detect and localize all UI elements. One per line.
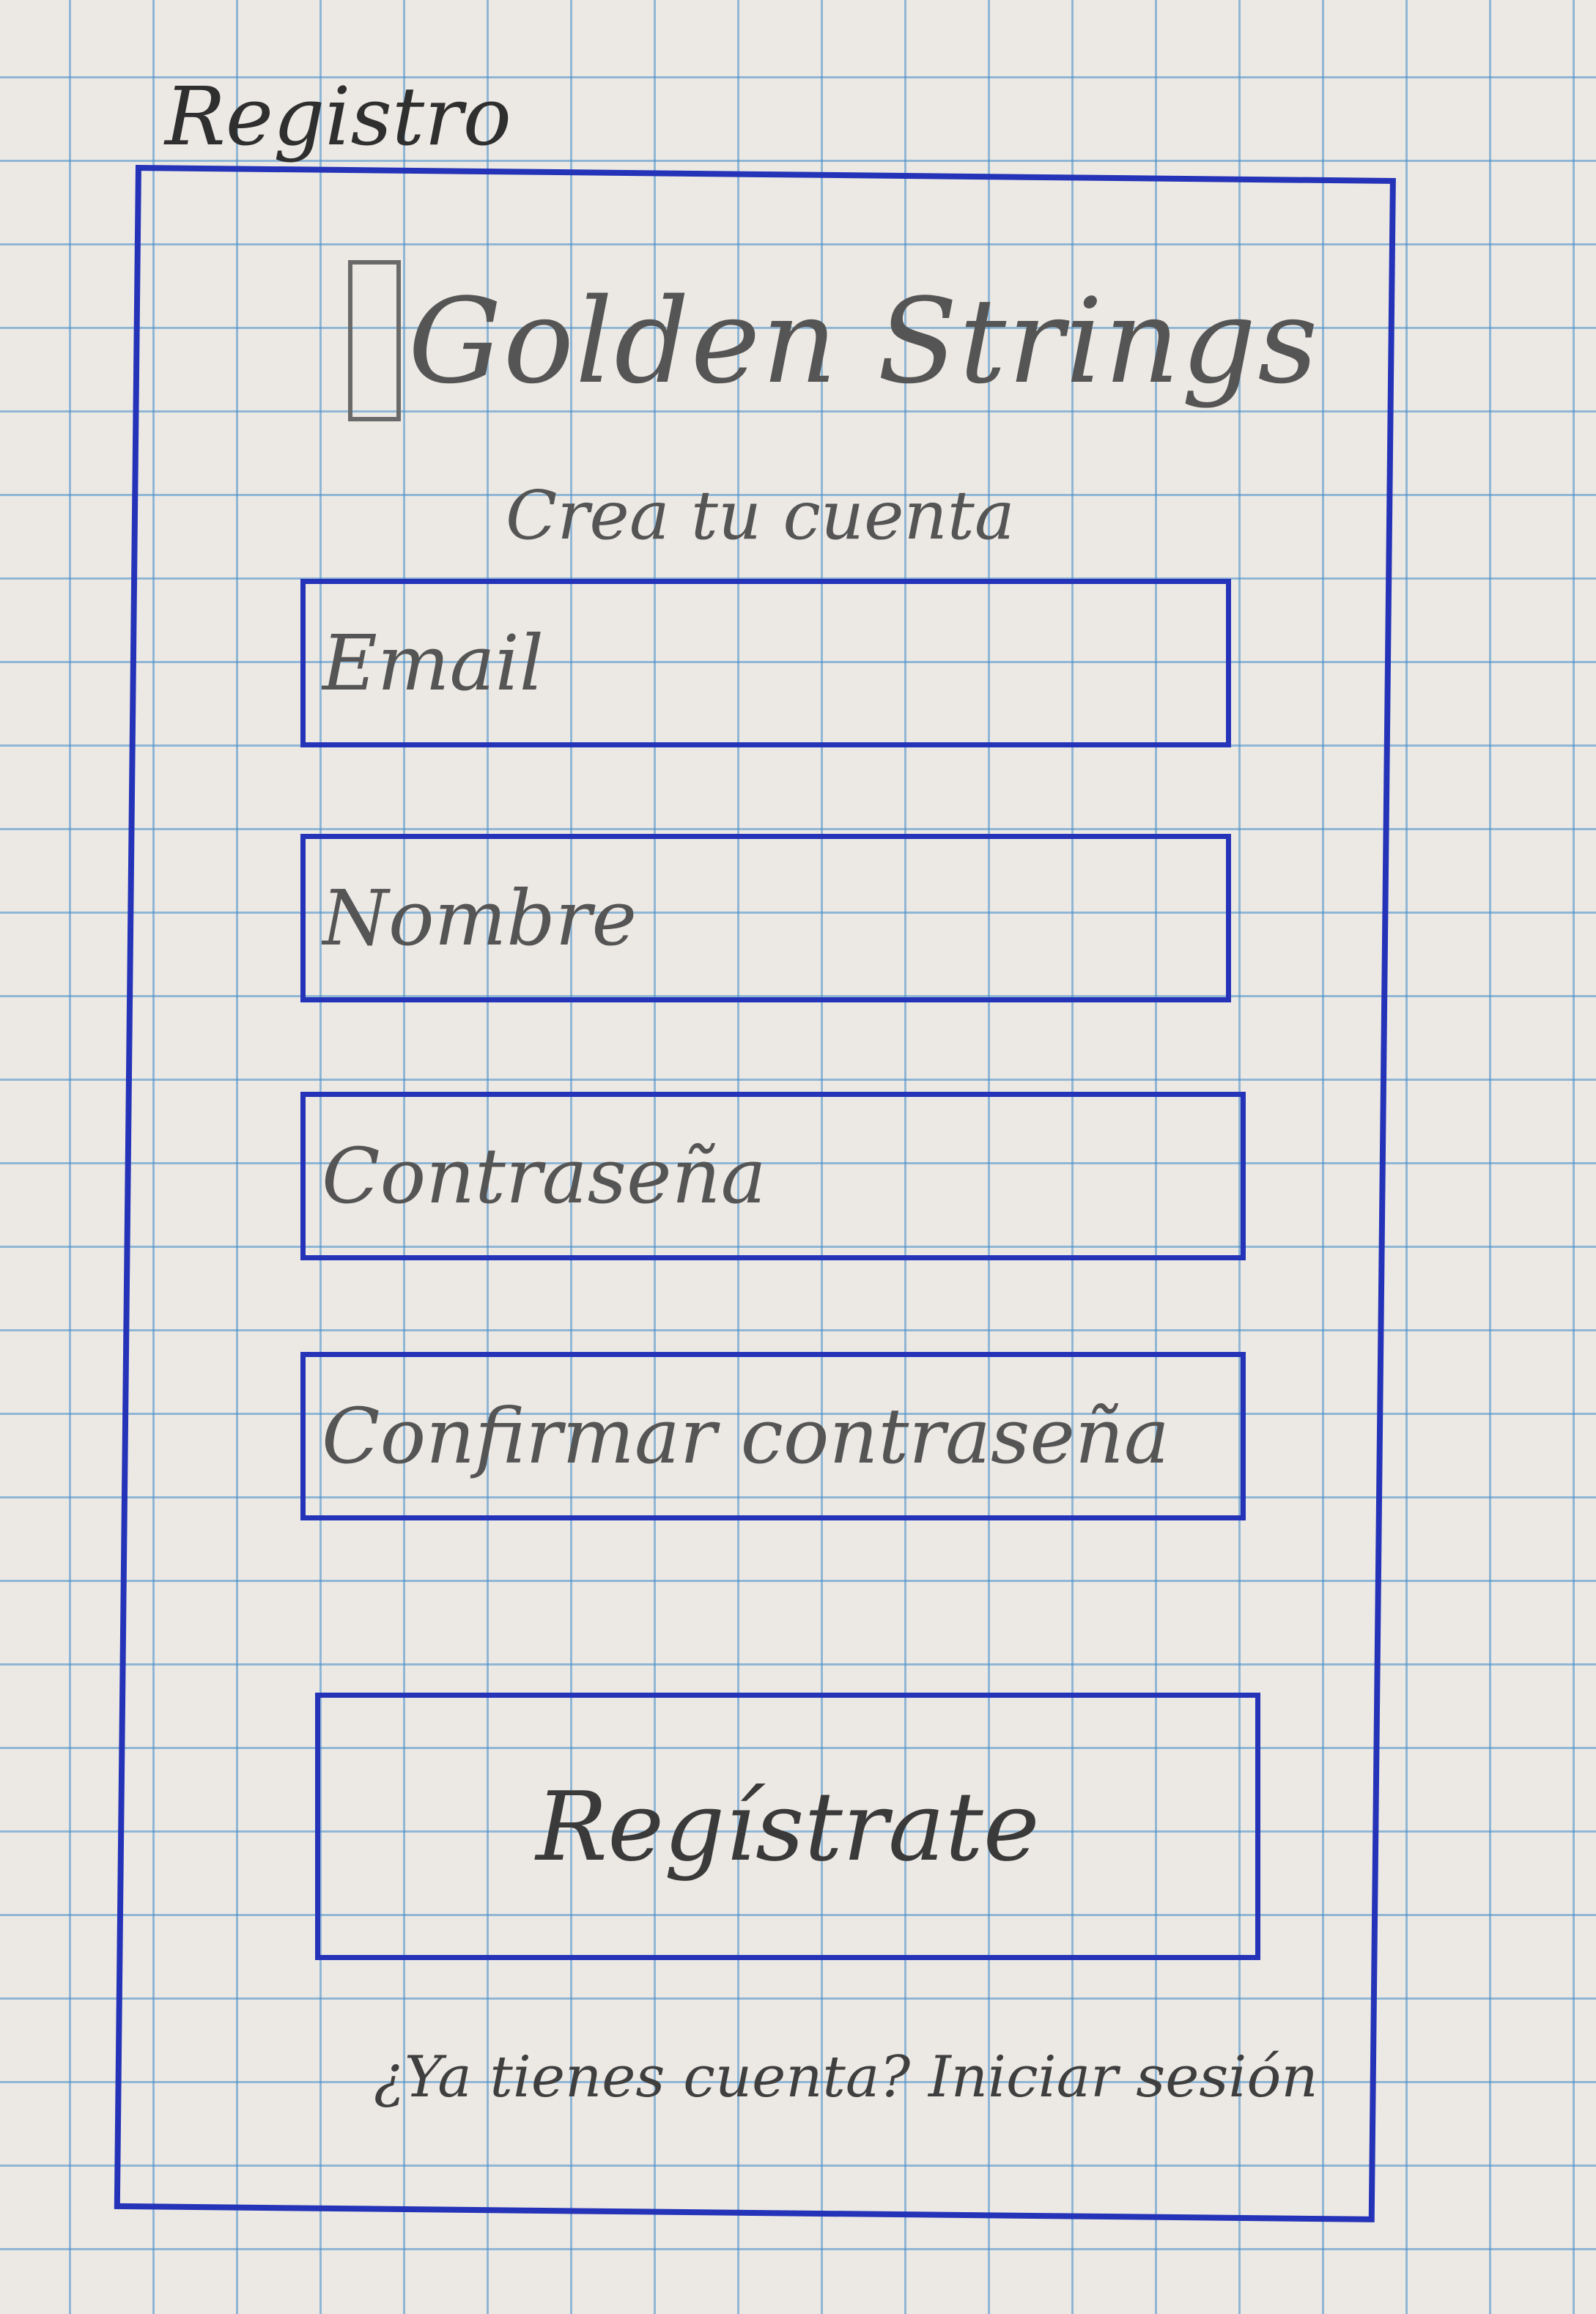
confirm-password-field[interactable] [300,1352,1246,1520]
name-field[interactable] [300,834,1231,1002]
brand-name: Golden Strings [408,272,1320,410]
brand-logo: Golden Strings [348,249,1319,432]
login-link[interactable]: Iniciar sesión [928,2044,1318,2110]
login-prompt: ¿Ya tienes cuenta? Iniciar sesión [374,2044,1318,2110]
login-prompt-text: ¿Ya tienes cuenta? [374,2044,911,2110]
logo-icon [348,260,401,421]
email-field[interactable] [300,579,1231,747]
form-heading: Crea tu cuenta [506,476,1015,555]
password-field[interactable] [300,1092,1246,1260]
screen-title: Registro [165,70,511,163]
register-button[interactable]: Regístrate [315,1693,1260,1960]
